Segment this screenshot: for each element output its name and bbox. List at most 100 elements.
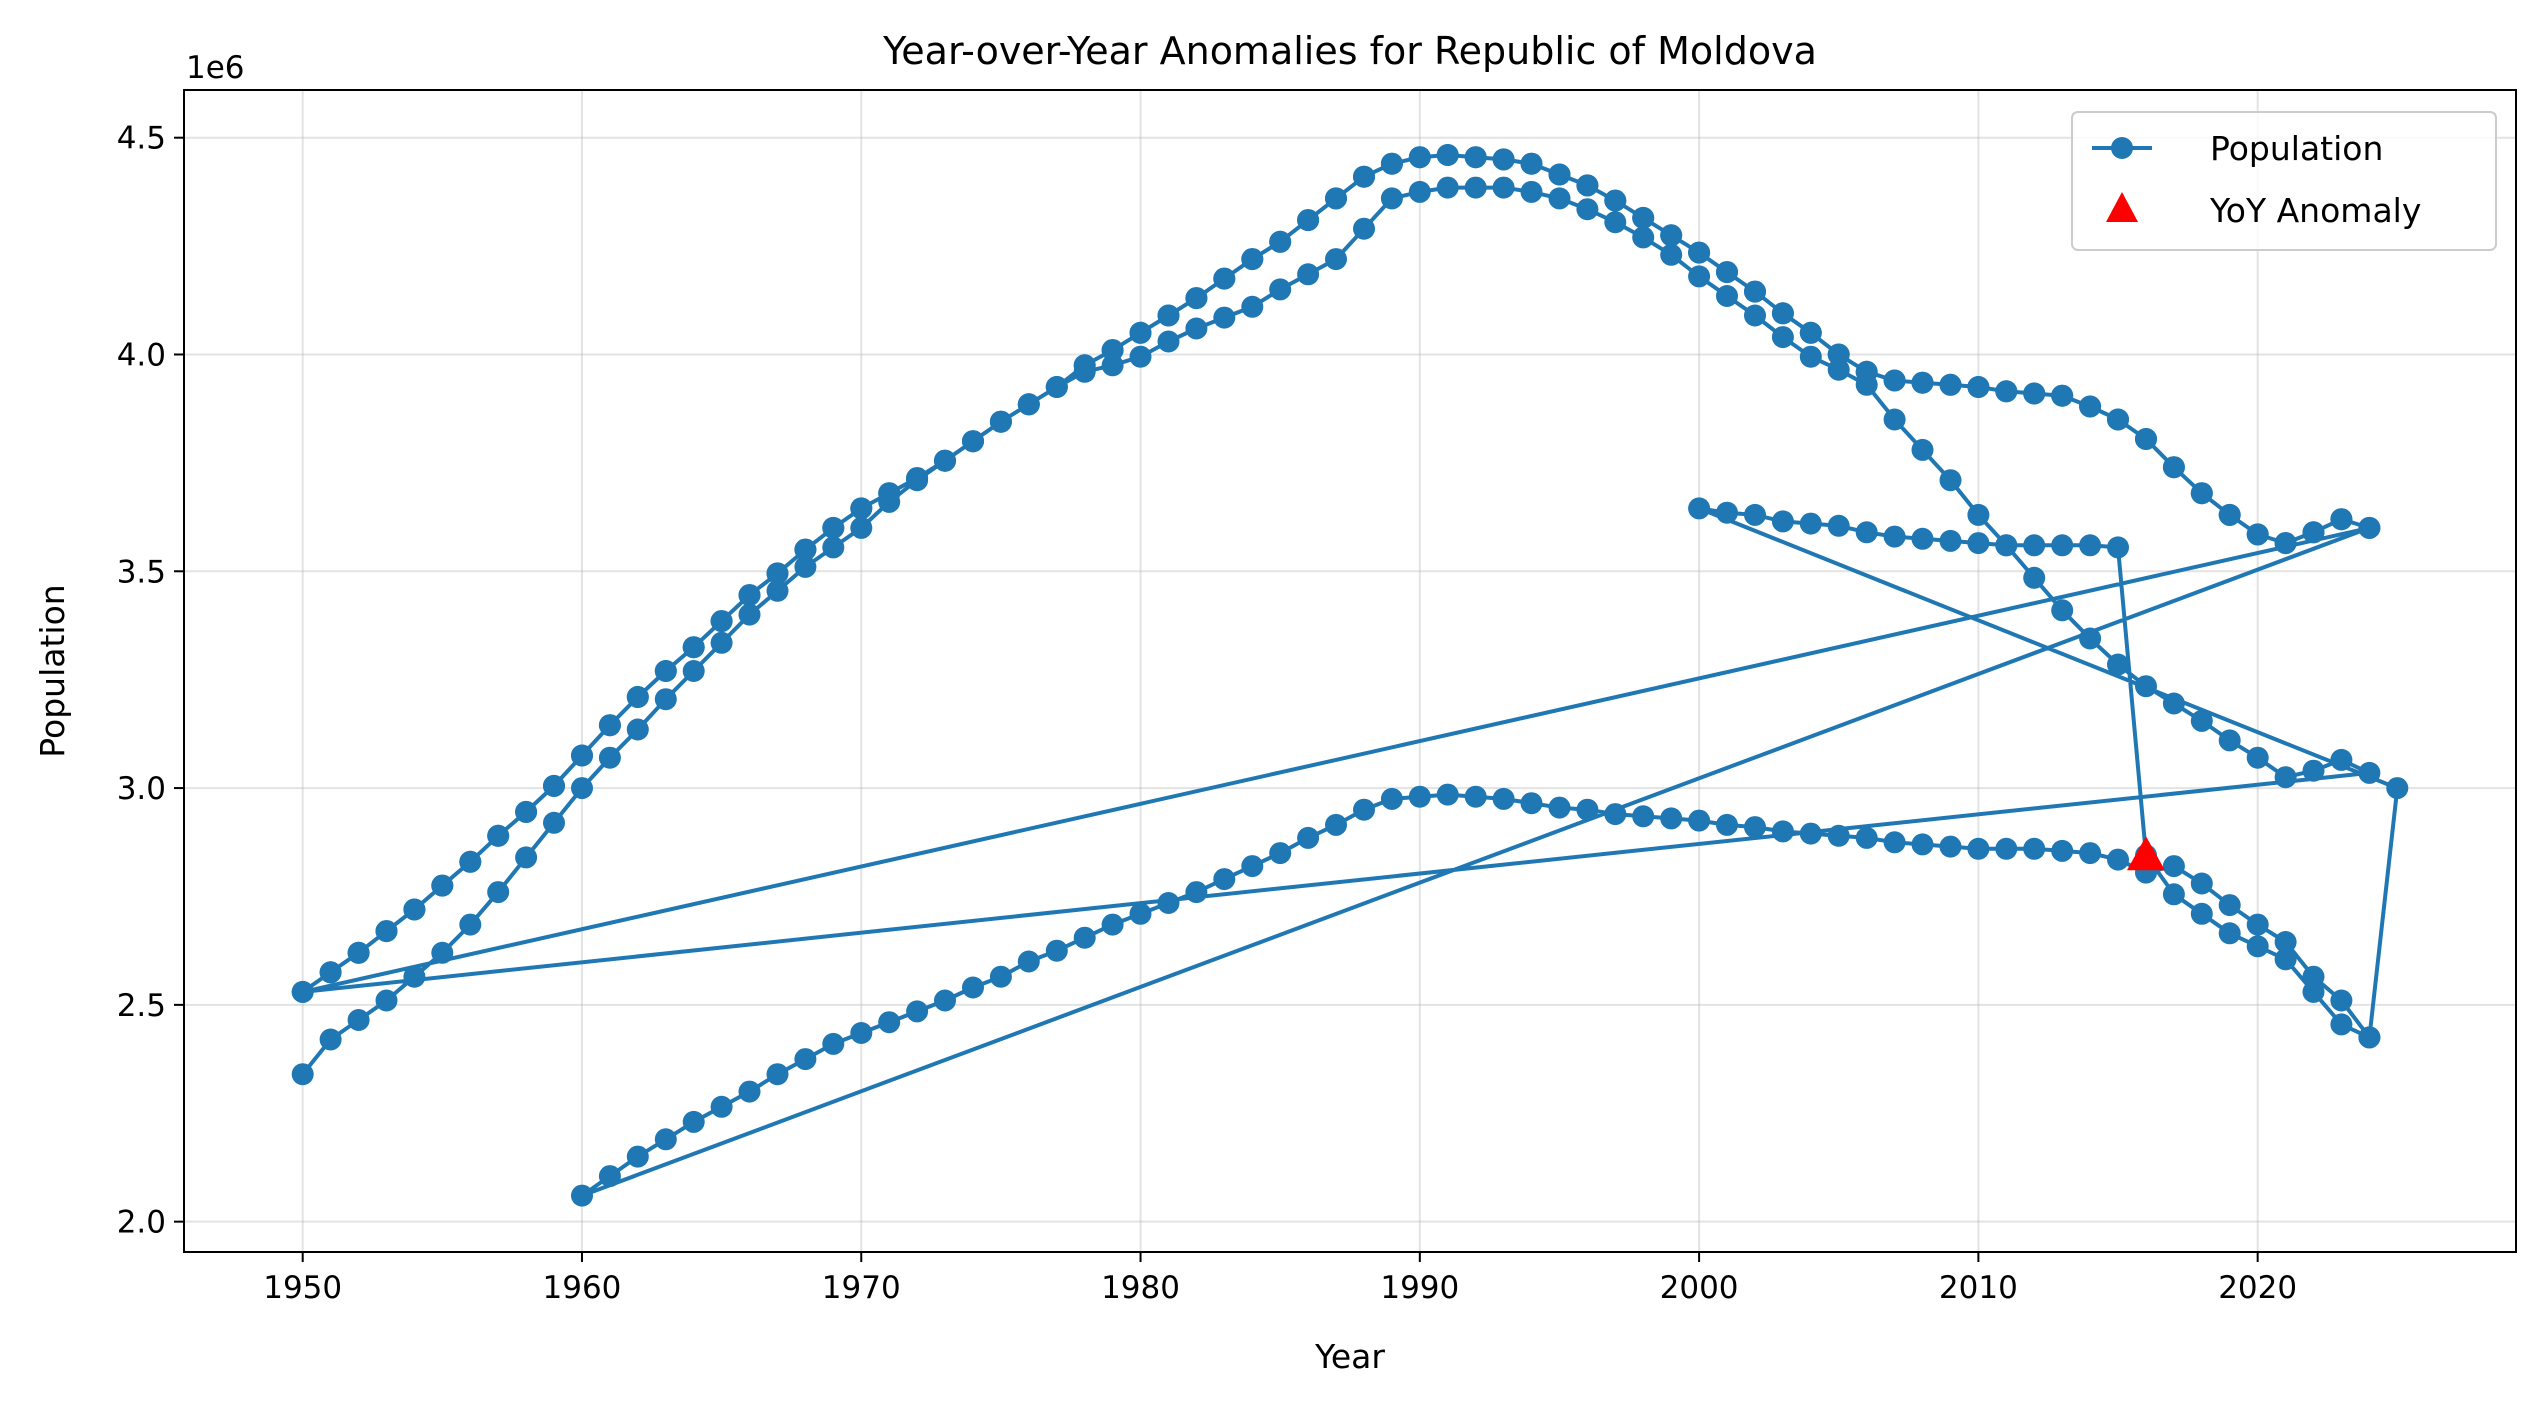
population-data-point xyxy=(487,881,510,904)
population-data-point xyxy=(2386,777,2409,800)
population-data-point xyxy=(1353,217,1375,240)
population-data-point xyxy=(822,1032,845,1055)
legend-frame xyxy=(2071,111,2497,251)
population-data-point xyxy=(2023,566,2046,589)
population-data-point xyxy=(1688,497,1711,520)
population-data-point xyxy=(1129,345,1152,368)
population-data-point xyxy=(1688,241,1711,264)
population-data-point xyxy=(1995,380,2018,403)
population-data-point xyxy=(1660,243,1683,266)
population-data-point xyxy=(766,579,789,602)
population-data-point xyxy=(2218,503,2241,526)
population-data-point xyxy=(2330,508,2353,531)
population-data-point xyxy=(962,430,984,453)
population-data-point xyxy=(766,1063,789,1086)
x-tick-label: 1980 xyxy=(1101,1270,1180,1306)
population-data-point xyxy=(1408,785,1431,808)
yoy-anomaly-marker xyxy=(2126,836,2165,871)
y-tick-label: 2.0 xyxy=(117,1205,166,1241)
population-data-point xyxy=(598,1165,621,1188)
population-data-point xyxy=(850,497,873,520)
population-data-point xyxy=(1492,148,1515,171)
population-data-point xyxy=(2302,980,2325,1003)
population-data-point xyxy=(710,1095,733,1118)
population-data-point xyxy=(2330,1013,2353,1036)
population-data-point xyxy=(2190,482,2213,505)
population-data-point xyxy=(1045,376,1068,398)
population-data-point xyxy=(1939,529,1962,552)
population-data-point xyxy=(1436,144,1459,166)
legend-label-population: Population xyxy=(2210,129,2383,168)
population-data-point xyxy=(2079,627,2102,650)
population-data-point xyxy=(1939,835,1962,858)
population-data-point xyxy=(1771,510,1794,533)
population-data-point xyxy=(1157,304,1180,327)
population-data-point xyxy=(850,516,873,539)
y-axis-ticks: 2.0 2.5 3.0 3.5 4.0 4.5 xyxy=(117,121,184,1241)
population-data-point xyxy=(989,410,1012,433)
y-tick-label: 4.5 xyxy=(117,121,166,157)
population-data-point xyxy=(2107,536,2129,559)
population-data-point xyxy=(2274,532,2297,555)
population-data-point xyxy=(989,965,1012,988)
population-data-point xyxy=(2051,839,2074,862)
population-data-point xyxy=(1576,798,1599,821)
population-data-point xyxy=(1716,813,1738,836)
population-data-point xyxy=(2162,855,2185,878)
axes-frame xyxy=(183,89,2517,1253)
population-data-point xyxy=(1185,881,1208,904)
population-data-point xyxy=(1017,950,1040,973)
population-data-point xyxy=(319,1028,342,1051)
population-data-point xyxy=(1576,198,1599,221)
population-data-point xyxy=(1213,868,1236,891)
population-data-point xyxy=(850,1022,873,1044)
population-data-point xyxy=(291,1063,314,1086)
population-data-point xyxy=(1688,809,1711,832)
population-data-point xyxy=(1967,532,1990,555)
population-data-point xyxy=(738,603,761,626)
population-data-point xyxy=(1464,785,1487,808)
population-data-point xyxy=(1101,339,1124,362)
population-data-point xyxy=(1436,783,1459,806)
population-data-point xyxy=(1744,304,1766,327)
population-data-point xyxy=(515,846,538,869)
population-data-point xyxy=(2246,746,2269,769)
population-data-point xyxy=(1911,833,1934,856)
population-data-point xyxy=(1157,330,1180,353)
population-data-point xyxy=(794,1048,817,1071)
x-tick-label: 2000 xyxy=(1660,1270,1739,1306)
population-data-point xyxy=(1744,280,1766,303)
population-data-point xyxy=(1744,816,1766,839)
population-data-point xyxy=(1855,521,1878,544)
population-data-point xyxy=(1967,503,1990,526)
population-data-point xyxy=(1604,803,1627,826)
population-data-point xyxy=(2330,748,2353,771)
population-data-point xyxy=(2302,965,2325,988)
population-data-point xyxy=(710,631,733,654)
population-data-point xyxy=(1744,503,1766,526)
population-data-point xyxy=(2107,848,2129,871)
population-data-point xyxy=(1325,187,1347,210)
population-data-point xyxy=(1799,822,1822,845)
population-data-point xyxy=(2274,948,2297,971)
population-data-point xyxy=(1380,152,1403,175)
population-data-point xyxy=(571,744,593,767)
population-data-point xyxy=(2079,534,2102,557)
population-data-point xyxy=(1799,512,1822,535)
population-data-point xyxy=(431,874,454,897)
population-data-point xyxy=(1827,514,1850,537)
population-data-point xyxy=(1325,248,1347,271)
population-data-point xyxy=(1911,371,1934,394)
series-layer xyxy=(291,144,2409,1207)
population-data-point xyxy=(934,449,956,472)
population-data-point xyxy=(682,1110,705,1133)
population-data-point xyxy=(682,660,705,682)
population-data-point xyxy=(1660,224,1683,247)
population-data-point xyxy=(1101,913,1124,936)
population-data-point xyxy=(487,824,510,847)
x-tick-label: 1950 xyxy=(263,1270,342,1306)
population-data-point xyxy=(1576,174,1599,197)
population-data-point xyxy=(1911,438,1934,461)
x-tick-label: 1960 xyxy=(543,1270,622,1306)
population-data-point xyxy=(431,941,454,964)
